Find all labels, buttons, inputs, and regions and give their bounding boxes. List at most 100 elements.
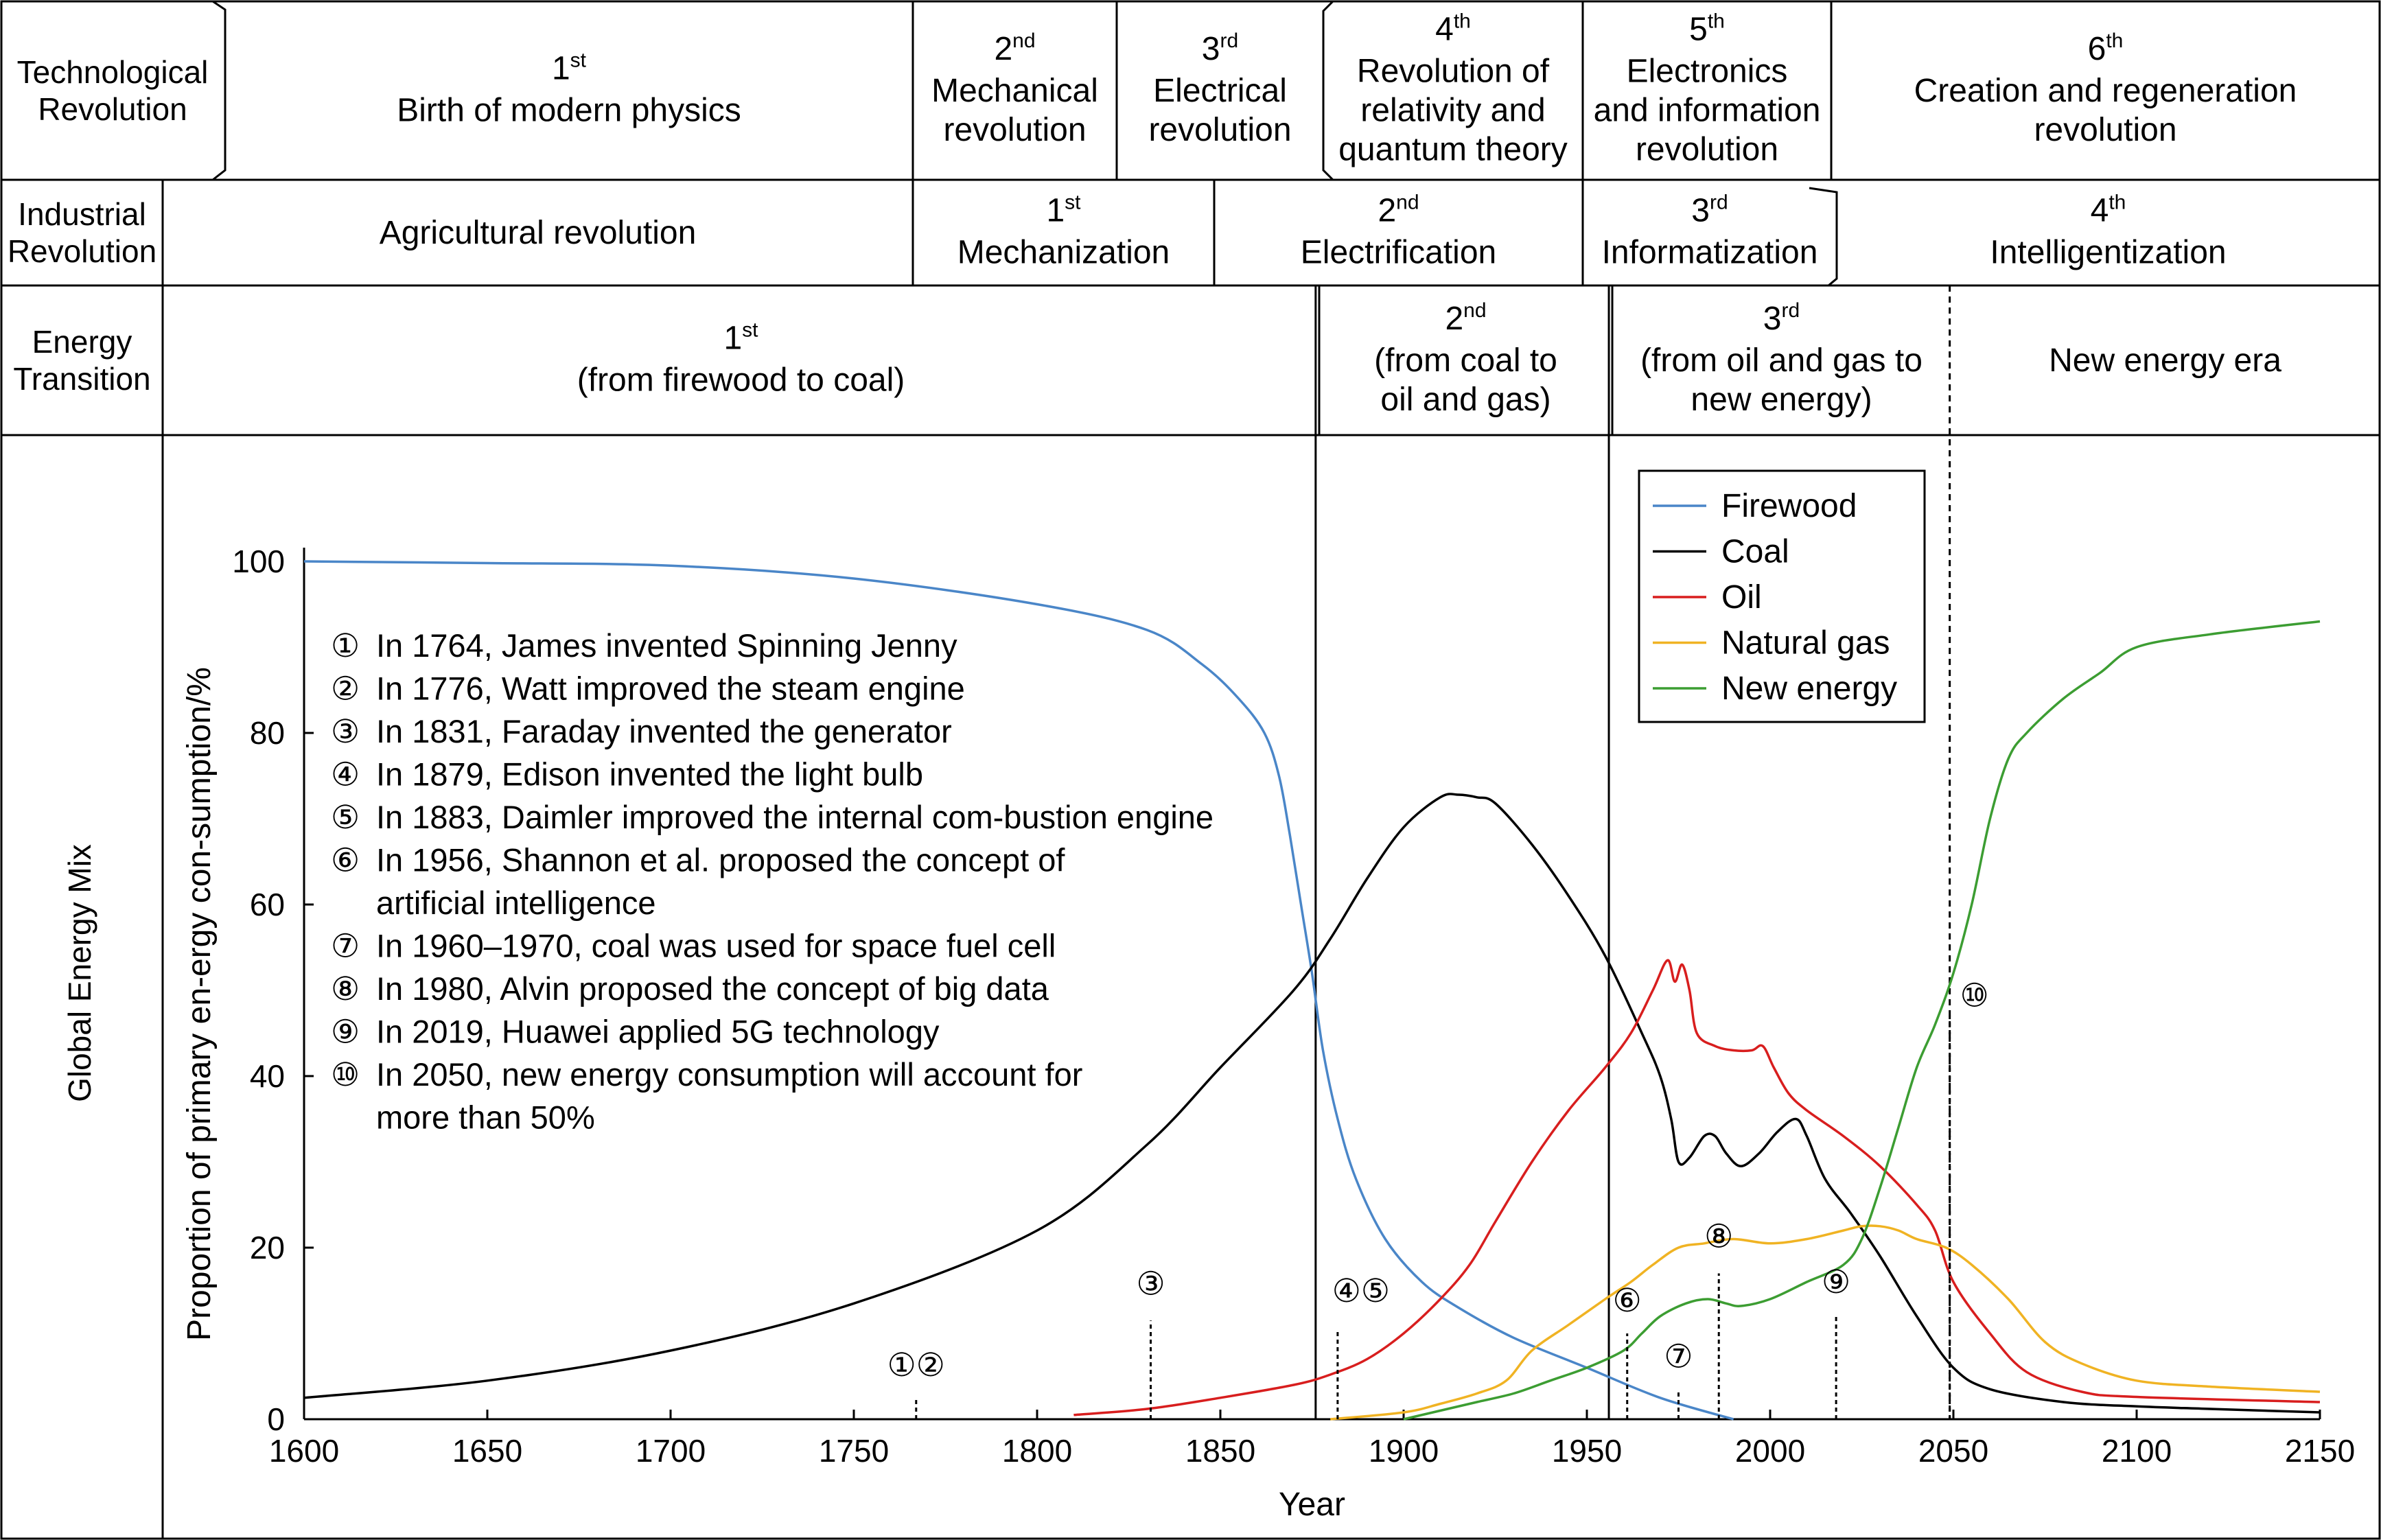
- event-marker-label: ④⑤: [1332, 1272, 1390, 1309]
- industrial-revolution-cell-5: 4th Intelligentization: [1990, 191, 2226, 271]
- technological-revolution-cell-1-ordinal-suffix: st: [570, 49, 587, 72]
- industrial-revolution-cell-3-ordinal-number: 2: [1378, 193, 1396, 229]
- natural-gas-line: [1330, 1224, 2321, 1421]
- row-label-line: Energy: [32, 324, 132, 360]
- technological-revolution-cell-4-line: Revolution of: [1357, 54, 1550, 90]
- energy-transition-cell-2-ordinal-number: 2: [1445, 301, 1463, 337]
- annotation-text: In 1883, Daimler improved the internal c…: [376, 799, 1213, 835]
- chart-series: [303, 560, 2321, 1421]
- legend-label: Oil: [1721, 579, 1762, 616]
- technological-revolution-cell-2-line: revolution: [943, 112, 1086, 148]
- technological-revolution-cell-6-ordinal: 6th: [2088, 30, 2124, 67]
- technological-revolution-cell-3-ordinal-number: 3: [1202, 31, 1220, 67]
- industrial-revolution-cell-2: 1st Mechanization: [957, 191, 1170, 271]
- industrial-revolution-cell-5-ordinal: 4th: [2091, 191, 2126, 229]
- annotation-number: ②: [331, 670, 360, 707]
- y-tick-label: 80: [250, 715, 285, 751]
- firewood-line: [303, 560, 1734, 1421]
- global-energy-mix-label: Global Energy Mix: [62, 844, 97, 1102]
- ind-divider-4: [1809, 187, 1838, 287]
- chart-event-markers: ①② ③ ④⑤ ⑥⑦ ⑧ ⑨ ⑩: [887, 977, 1989, 1419]
- annotation-number: ④: [331, 756, 360, 793]
- x-tick-label: 1850: [1185, 1433, 1255, 1469]
- technological-revolution-cell-2-line: Mechanical: [931, 73, 1098, 109]
- energy-transition-cell-2-ordinal-suffix: nd: [1463, 299, 1486, 322]
- legend-item: Coal: [1653, 534, 1789, 570]
- legend-label: Firewood: [1721, 488, 1857, 524]
- technological-revolution-cell-6-ordinal-number: 6: [2088, 31, 2106, 67]
- x-tick-label: 2050: [1918, 1433, 1988, 1469]
- industrial-revolution-cell-2-ordinal: 1st: [1046, 191, 1081, 229]
- technological-revolution-cell-5-line: and information: [1594, 93, 1821, 129]
- technological-revolution-cell-4-line: relativity and: [1360, 93, 1545, 129]
- energy-transition-cell-3-ordinal-number: 3: [1763, 301, 1782, 337]
- technological-revolution-cell-3-ordinal-suffix: rd: [1220, 30, 1239, 52]
- energy-transition-cell-1: 1st (from firewood to coal): [577, 319, 905, 399]
- technological-revolution-cell-4-ordinal: 4th: [1435, 10, 1471, 48]
- annotation-text: In 2050, new energy consumption will acc…: [376, 1056, 1082, 1093]
- annotation-item: ⑥ In 1956, Shannon et al. proposed the co…: [331, 842, 1065, 922]
- annotation-text: In 1980, Alvin proposed the concept of b…: [376, 970, 1049, 1007]
- annotation-number: ⑤: [331, 799, 360, 835]
- technological-revolution-cell-1-ordinal: 1st: [552, 49, 587, 87]
- industrial-revolution-cell-4-ordinal-number: 3: [1691, 193, 1710, 229]
- industrial-revolution-cell-4-ordinal-suffix: rd: [1710, 191, 1728, 214]
- x-tick-label: 2150: [2285, 1433, 2355, 1469]
- technological-revolution-cell-1-ordinal-number: 1: [552, 51, 570, 87]
- x-tick-label: 1900: [1369, 1433, 1439, 1469]
- annotation-number: ⑥: [331, 842, 360, 878]
- technological-revolution-cell-3-line: Electrical: [1153, 73, 1287, 109]
- y-axis-title: Proportion of primary en-ergy con-sumpti…: [181, 667, 218, 1341]
- y-tick-label: 60: [250, 887, 285, 922]
- oil-line: [1073, 959, 2321, 1416]
- technological-revolution-cell-6-line: Creation and regeneration: [1914, 73, 2297, 109]
- x-tick-label: 1650: [452, 1433, 522, 1469]
- legend-item: Firewood: [1653, 488, 1857, 524]
- annotation-item: ① In 1764, James invented Spinning Jenny: [331, 627, 957, 664]
- energy-transition-cell-2-ordinal: 2nd: [1445, 299, 1486, 337]
- industrial-revolution-cell-2-line: Mechanization: [957, 235, 1170, 271]
- industrial-revolution-cell-4-line: Informatization: [1602, 235, 1818, 271]
- industrial-revolution-cell-3-line: Electrification: [1301, 235, 1496, 271]
- x-tick-label: 1750: [819, 1433, 889, 1469]
- row-label-line: Technological: [17, 54, 209, 90]
- technological-revolution-cell-2-ordinal: 2nd: [994, 30, 1035, 67]
- industrial-revolution-cell-1-line: Agricultural revolution: [380, 215, 697, 251]
- row-label-line: Industrial: [18, 196, 146, 232]
- technological-revolution-cell-4-line: quantum theory: [1338, 132, 1568, 168]
- technological-revolution-cell-1: 1st Birth of modern physics: [397, 49, 741, 129]
- annotation-item: ⑦ In 1960–1970, coal was used for space f…: [331, 928, 1056, 964]
- annotation-item: ⑩ In 2050, new energy consumption will ac…: [331, 1056, 1082, 1136]
- legend-item: Natural gas: [1653, 625, 1890, 662]
- x-tick-label: 1600: [269, 1433, 339, 1469]
- annotation-number: ③: [331, 713, 360, 749]
- tech-divider-3: [1322, 0, 1334, 181]
- technological-revolution-cell-6-line: revolution: [2034, 112, 2176, 148]
- energy-transition-cell-1-ordinal: 1st: [723, 319, 758, 357]
- technological-revolution-cell-6-ordinal-suffix: th: [2106, 30, 2123, 52]
- x-tick-label: 1700: [636, 1433, 706, 1469]
- event-marker-label: ⑨: [1822, 1263, 1850, 1300]
- annotation-number: ⑦: [331, 928, 360, 964]
- legend-label: Natural gas: [1721, 625, 1890, 662]
- technological-revolution-cell-5-ordinal-suffix: th: [1708, 10, 1725, 33]
- technological-revolution-cell-2-ordinal-suffix: nd: [1012, 30, 1035, 52]
- technological-revolution-cell-1-line: Birth of modern physics: [397, 93, 741, 129]
- annotation-item: ④ In 1879, Edison invented the light bulb: [331, 756, 923, 793]
- y-tick-label: 20: [250, 1230, 285, 1265]
- industrial-revolution-cell-5-ordinal-number: 4: [2091, 193, 2109, 229]
- annotation-item: ③ In 1831, Faraday invented the generator: [331, 713, 952, 749]
- energy-transition-cell-3-ordinal-suffix: rd: [1782, 299, 1800, 322]
- annotation-item: ⑨ In 2019, Huawei applied 5G technology: [331, 1014, 940, 1050]
- legend-label: New energy: [1721, 670, 1897, 707]
- legend-item: Oil: [1653, 579, 1762, 616]
- energy-transition-cell-4: New energy era: [2049, 342, 2281, 379]
